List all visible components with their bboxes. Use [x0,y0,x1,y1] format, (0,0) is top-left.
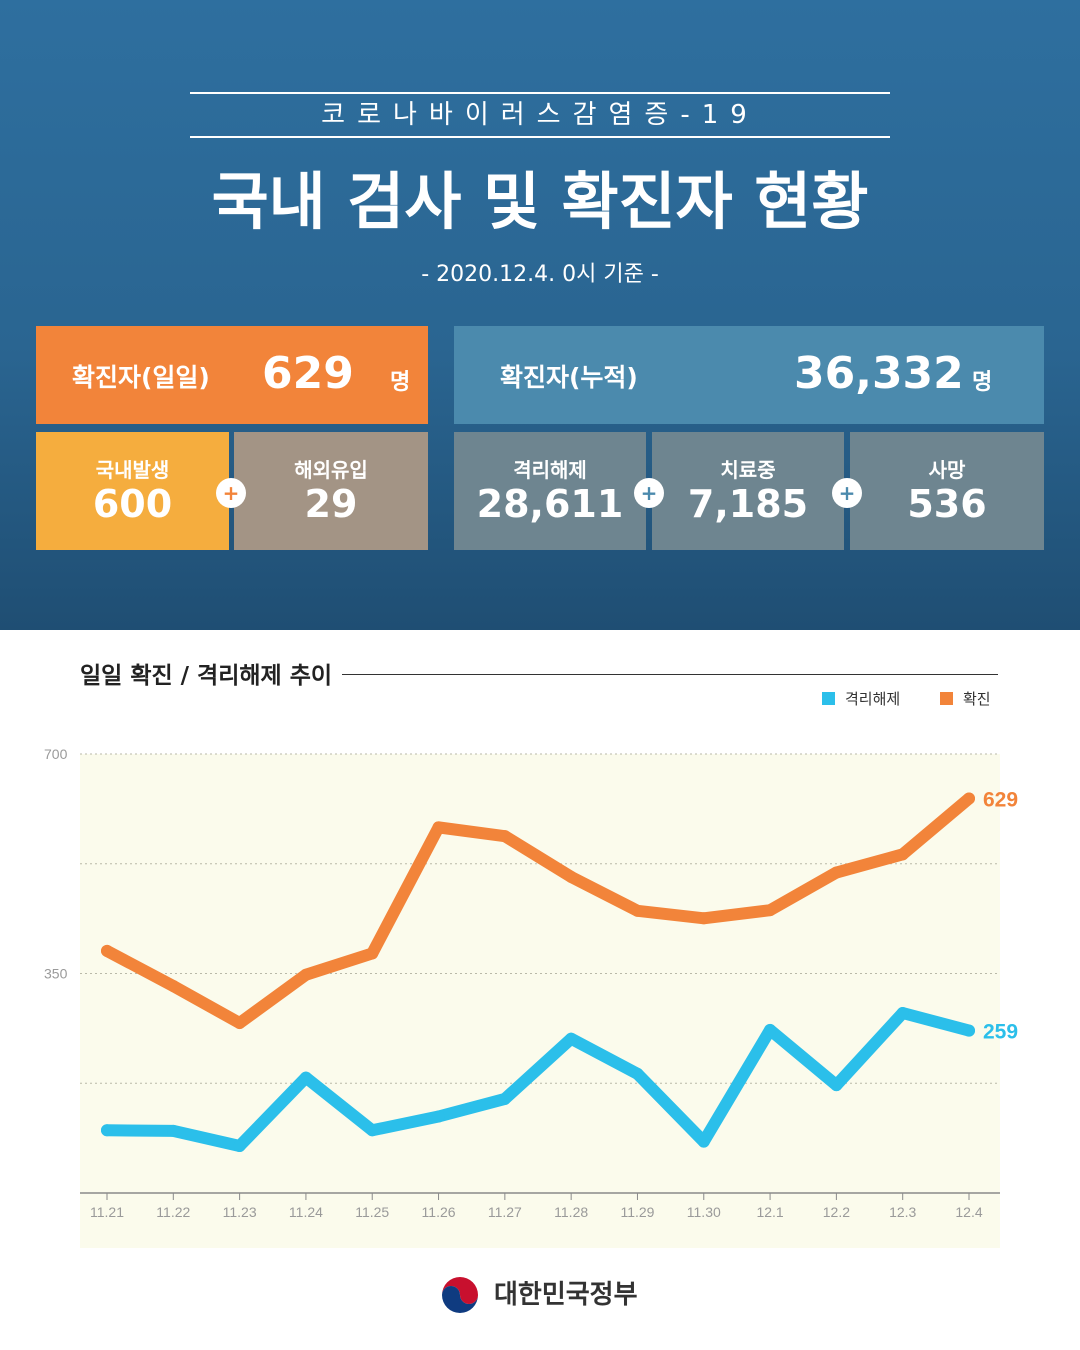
x-tick-label: 11.24 [289,1204,323,1220]
data-point [366,1124,379,1137]
x-tick-label: 11.22 [156,1204,190,1220]
overseas-value: 29 [304,482,358,526]
domestic-box: 국내발생 600 [36,432,229,550]
x-tick-label: 11.30 [687,1204,721,1220]
data-point [764,904,777,917]
data-point [299,1071,312,1084]
footer-text: 대한민국정부 [494,1280,638,1310]
data-point [764,1023,777,1036]
data-point [101,1124,113,1137]
plus-icon: + [832,478,862,508]
series-line-1 [101,792,975,1030]
treatment-box: 치료중 7,185 [652,432,844,550]
deaths-value: 536 [907,482,987,526]
legend-label-confirmed: 확진 [963,690,991,708]
data-point [631,1067,644,1080]
line-chart: 700 350 11.21 11.22 11.23 11.24 11.25 11.26 11.2… [44,746,1018,1248]
data-point [963,1024,975,1037]
x-tick-label: 12.3 [889,1204,916,1220]
end-value-label: 629 [983,789,1018,812]
data-point [896,1007,909,1020]
data-point [830,1079,843,1092]
footer: 대한민국정부 [0,1270,1080,1320]
x-tick-label: 12.2 [823,1204,850,1220]
end-value-label: 259 [983,1021,1018,1044]
legend-swatch-released [822,692,835,705]
daily-confirmed-unit: 명 [390,370,411,395]
overseas-label: 해외유입 [294,458,368,482]
x-tick-label: 11.26 [422,1204,456,1220]
released-value: 28,611 [476,482,624,526]
supertitle: 코로나바이러스감염증-19 [190,92,890,138]
y-tick-label: 350 [44,966,68,982]
deaths-label: 사망 [928,458,966,482]
page-title: 국내 검사 및 확진자 현황 [211,165,869,238]
x-tick-label: 12.4 [955,1204,982,1220]
legend-label-released: 격리해제 [845,690,901,708]
plot-background [80,754,1000,1248]
legend-swatch-confirmed [940,692,953,705]
header-banner: 코로나바이러스감염증-19 국내 검사 및 확진자 현황 - 2020.12.4… [0,0,1080,630]
x-tick-label: 11.21 [90,1204,124,1220]
data-point [233,1139,246,1152]
cumulative-confirmed-unit: 명 [972,370,993,395]
data-point [101,944,113,957]
data-point [896,848,909,861]
x-tick-label: 11.28 [554,1204,588,1220]
x-tick-label: 11.23 [223,1204,257,1220]
data-point [299,968,312,981]
deaths-box: 사망 536 [850,432,1044,550]
data-point [233,1017,246,1030]
data-point [432,1110,445,1123]
data-point [565,870,578,883]
data-point [167,1124,180,1137]
x-tick-label: 11.29 [620,1204,654,1220]
plus-icon: + [216,478,246,508]
plus-icon: + [634,478,664,508]
data-point [432,821,445,834]
title-divider [342,674,998,675]
data-point [167,980,180,993]
cumulative-confirmed-box: 확진자(누적) 36,332 명 [454,326,1044,424]
data-point [830,866,843,879]
data-point [697,912,710,925]
x-tick-label: 11.25 [355,1204,389,1220]
taegeuk-emblem-icon [442,1277,478,1313]
legend-item-released: 격리해제 [822,689,900,709]
x-tick-label: 11.27 [488,1204,522,1220]
x-tick-label: 12.1 [756,1204,783,1220]
overseas-box: 해외유입 29 [234,432,428,550]
chart-title: 일일 확진 / 격리해제 추이 [80,663,333,689]
date-subtitle: - 2020.12.4. 0시 기준 - [421,262,659,287]
data-point [498,830,511,843]
daily-confirmed-value: 629 [262,348,354,399]
data-point [366,947,379,960]
daily-confirmed-label: 확진자(일일) [72,363,210,392]
released-box: 격리해제 28,611 [454,432,646,550]
data-point [963,792,975,805]
daily-confirmed-box: 확진자(일일) 629 명 [36,326,428,424]
released-label: 격리해제 [513,458,587,482]
treatment-value: 7,185 [687,482,809,526]
legend-item-confirmed: 확진 [940,689,991,709]
cumulative-confirmed-label: 확진자(누적) [500,363,638,392]
data-point [565,1032,578,1045]
data-point [697,1135,710,1148]
y-tick-label: 700 [44,746,68,762]
treatment-label: 치료중 [720,458,776,482]
domestic-value: 600 [92,482,173,526]
data-point [631,904,644,917]
data-point [498,1092,511,1105]
series-line-0 [101,1007,975,1152]
cumulative-confirmed-value: 36,332 [794,348,964,399]
domestic-label: 국내발생 [95,458,170,482]
